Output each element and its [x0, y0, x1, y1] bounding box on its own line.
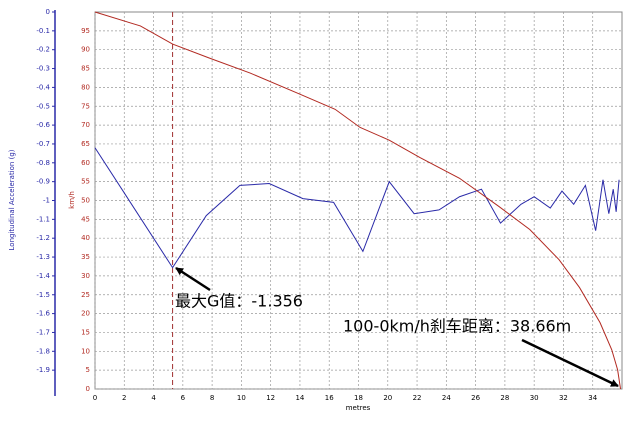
- x-tick-label: 0: [93, 394, 97, 402]
- y2-tick-label: 50: [81, 197, 90, 205]
- y2-tick-label: 95: [81, 27, 90, 35]
- x-tick-label: 12: [266, 394, 275, 402]
- x-tick-label: 22: [413, 394, 422, 402]
- y2-tick-label: 30: [81, 272, 90, 280]
- y2-tick-label: 15: [81, 328, 90, 336]
- x-tick-label: 20: [383, 394, 392, 402]
- y2-tick-label: 35: [81, 253, 90, 261]
- y-tick-label: -1.6: [36, 310, 50, 318]
- x-tick-label: 2: [122, 394, 126, 402]
- y2-tick-label: 40: [81, 234, 90, 242]
- y2-tick-label: 0: [86, 385, 90, 393]
- y-tick-label: -0.8: [36, 159, 50, 167]
- y-tick-label: -0.2: [36, 46, 50, 54]
- y2-tick-label: 55: [81, 178, 90, 186]
- y-tick-label: -0.9: [36, 178, 50, 186]
- y-tick-label: -0.6: [36, 121, 50, 129]
- y2-axis-label: km/h: [68, 191, 76, 209]
- y-tick-label: -0.3: [36, 65, 50, 73]
- data-line: [94, 11, 622, 390]
- y2-tick-label: 10: [81, 347, 90, 355]
- y-tick-label: -1.5: [36, 291, 50, 299]
- x-tick-label: 24: [442, 394, 451, 402]
- y-tick-label: -1.1: [36, 215, 50, 223]
- y2-tick-label: 75: [81, 102, 90, 110]
- y-tick-label: -0.5: [36, 102, 50, 110]
- y2-tick-label: 70: [81, 121, 90, 129]
- y-tick-label: -0.4: [36, 83, 50, 91]
- y-tick-label: -1.7: [36, 328, 50, 336]
- x-axis-label: metres: [346, 404, 371, 412]
- y2-tick-label: 25: [81, 291, 90, 299]
- x-tick-label: 26: [471, 394, 480, 402]
- x-tick-label: 18: [354, 394, 363, 402]
- x-tick-label: 30: [530, 394, 539, 402]
- annotation: 100-0km/h刹车距离：38.66m: [343, 317, 571, 336]
- y-tick-label: -1.8: [36, 347, 50, 355]
- y2-tick-label: 65: [81, 140, 90, 148]
- x-tick-label: 32: [559, 394, 568, 402]
- y2-tick-label: 5: [86, 366, 90, 374]
- y-tick-label: -1.3: [36, 253, 50, 261]
- y2-tick-label: 85: [81, 65, 90, 73]
- arrow: [521, 338, 619, 388]
- y-tick-label: 0: [46, 8, 50, 16]
- x-tick-label: 14: [295, 394, 304, 402]
- x-tick-label: 4: [151, 394, 156, 402]
- y-tick-label: -0.1: [36, 27, 50, 35]
- x-tick-label: 16: [325, 394, 334, 402]
- y-tick-label: -1.4: [36, 272, 50, 280]
- y-tick-label: -1: [43, 197, 50, 205]
- y-tick-label: -1.2: [36, 234, 50, 242]
- x-tick-label: 6: [181, 394, 186, 402]
- x-tick-label: 10: [237, 394, 246, 402]
- x-tick-label: 28: [500, 394, 509, 402]
- data-line: [94, 147, 620, 269]
- y2-tick-label: 80: [81, 83, 90, 91]
- y2-tick-label: 60: [81, 159, 90, 167]
- x-tick-label: 34: [588, 394, 597, 402]
- y2-tick-label: 45: [81, 215, 90, 223]
- y-tick-label: -0.7: [36, 140, 50, 148]
- arrow: [175, 266, 211, 292]
- y2-tick-label: 20: [81, 310, 90, 318]
- y-tick-label: -1.9: [36, 366, 50, 374]
- x-tick-label: 8: [210, 394, 214, 402]
- y-axis-label: Longitudinal Acceleration (g): [8, 149, 16, 250]
- y2-tick-label: 90: [81, 46, 90, 54]
- annotation: 最大G值：-1.356: [175, 292, 303, 311]
